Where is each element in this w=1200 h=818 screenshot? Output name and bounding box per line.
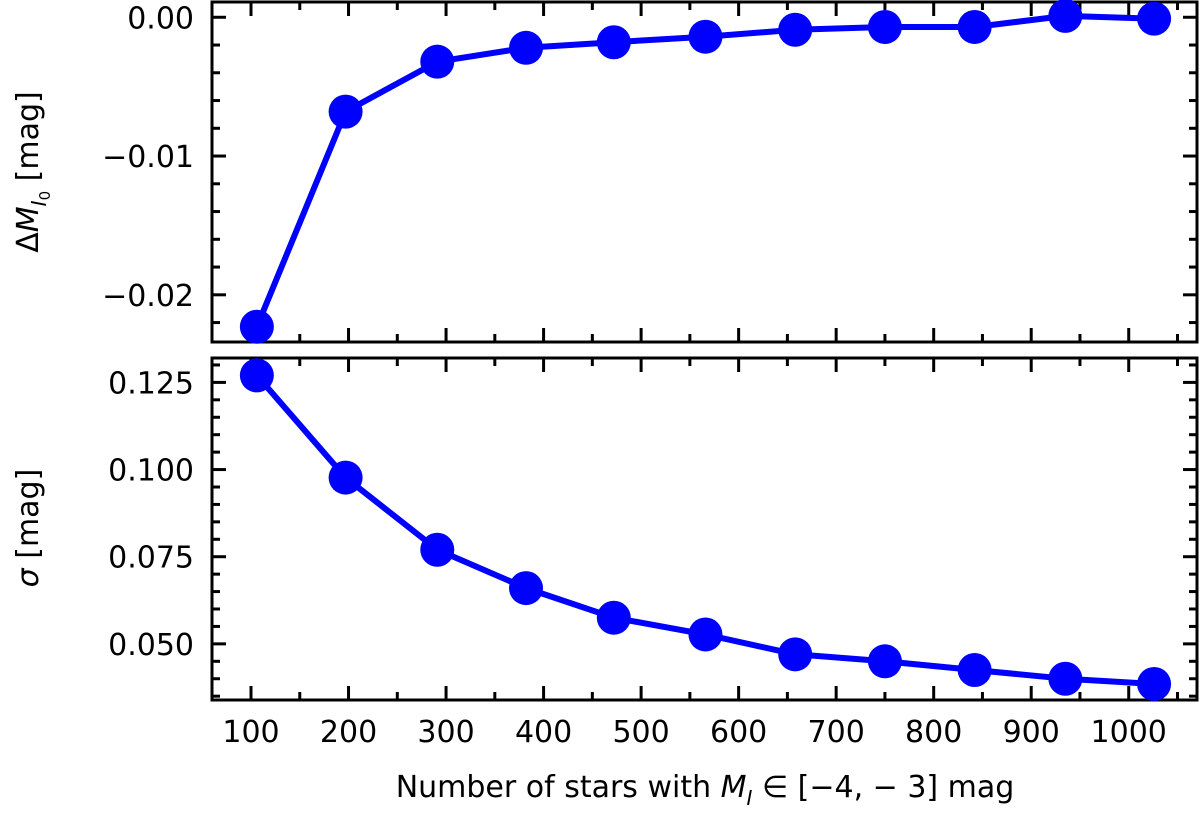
data-point-marker [239, 358, 274, 393]
x-tick-label: 1000 [1091, 715, 1167, 750]
x-tick-label: 400 [515, 715, 572, 750]
data-point-marker [778, 12, 813, 47]
data-point-marker [1048, 0, 1083, 33]
x-axis-label: Number of stars with MI ∈ [−4, − 3] mag [396, 770, 1015, 810]
x-tick-label: 700 [808, 715, 865, 750]
data-point-marker [1137, 1, 1172, 36]
data-point-marker [957, 9, 992, 44]
data-point-marker [420, 532, 455, 567]
bottom-panel: 100 200 300 400 500 600 700 800 900 1000 0.050 0.07… [108, 356, 1199, 750]
data-point-marker [957, 653, 992, 688]
data-point-marker [596, 600, 631, 635]
y-tick-label: 0.075 [108, 541, 194, 576]
data-point-marker [328, 460, 363, 495]
data-point-marker [867, 644, 902, 679]
data-point-marker [1137, 666, 1172, 701]
data-point-marker [420, 44, 455, 79]
x-tick-label: 500 [612, 715, 669, 750]
y-tick-label: −0.02 [102, 279, 194, 314]
data-point-marker [778, 637, 813, 672]
data-point-marker [867, 9, 902, 44]
data-point-marker [509, 571, 544, 606]
y-tick-label: 0.125 [108, 366, 194, 401]
x-tick-label: 200 [320, 715, 377, 750]
data-point-marker [596, 25, 631, 60]
data-point-marker [688, 617, 723, 652]
data-point-marker [239, 309, 274, 344]
x-tick-label: 300 [417, 715, 474, 750]
x-tick-label: 100 [222, 715, 279, 750]
bottom-ylabel: σ [mag] [11, 469, 46, 588]
axes-frame [210, 356, 1199, 702]
data-point-marker [328, 94, 363, 129]
y-tick-label: 0.00 [127, 1, 194, 36]
axes-frame [210, 0, 1199, 344]
data-point-marker [509, 30, 544, 65]
series-line [254, 12, 1155, 328]
top-ylabel: ΔMI0 [mag] [11, 91, 54, 252]
y-tick-label: −0.01 [102, 140, 194, 175]
y-tick-label: 0.050 [108, 628, 194, 663]
top-panel: −0.02 −0.01 0.00 [102, 0, 1199, 344]
data-point-marker [1048, 661, 1083, 696]
data-point-marker [688, 19, 723, 54]
x-tick-label: 900 [1003, 715, 1060, 750]
x-tick-label: 800 [905, 715, 962, 750]
y-tick-label: 0.100 [108, 454, 194, 489]
x-tick-label: 600 [710, 715, 767, 750]
